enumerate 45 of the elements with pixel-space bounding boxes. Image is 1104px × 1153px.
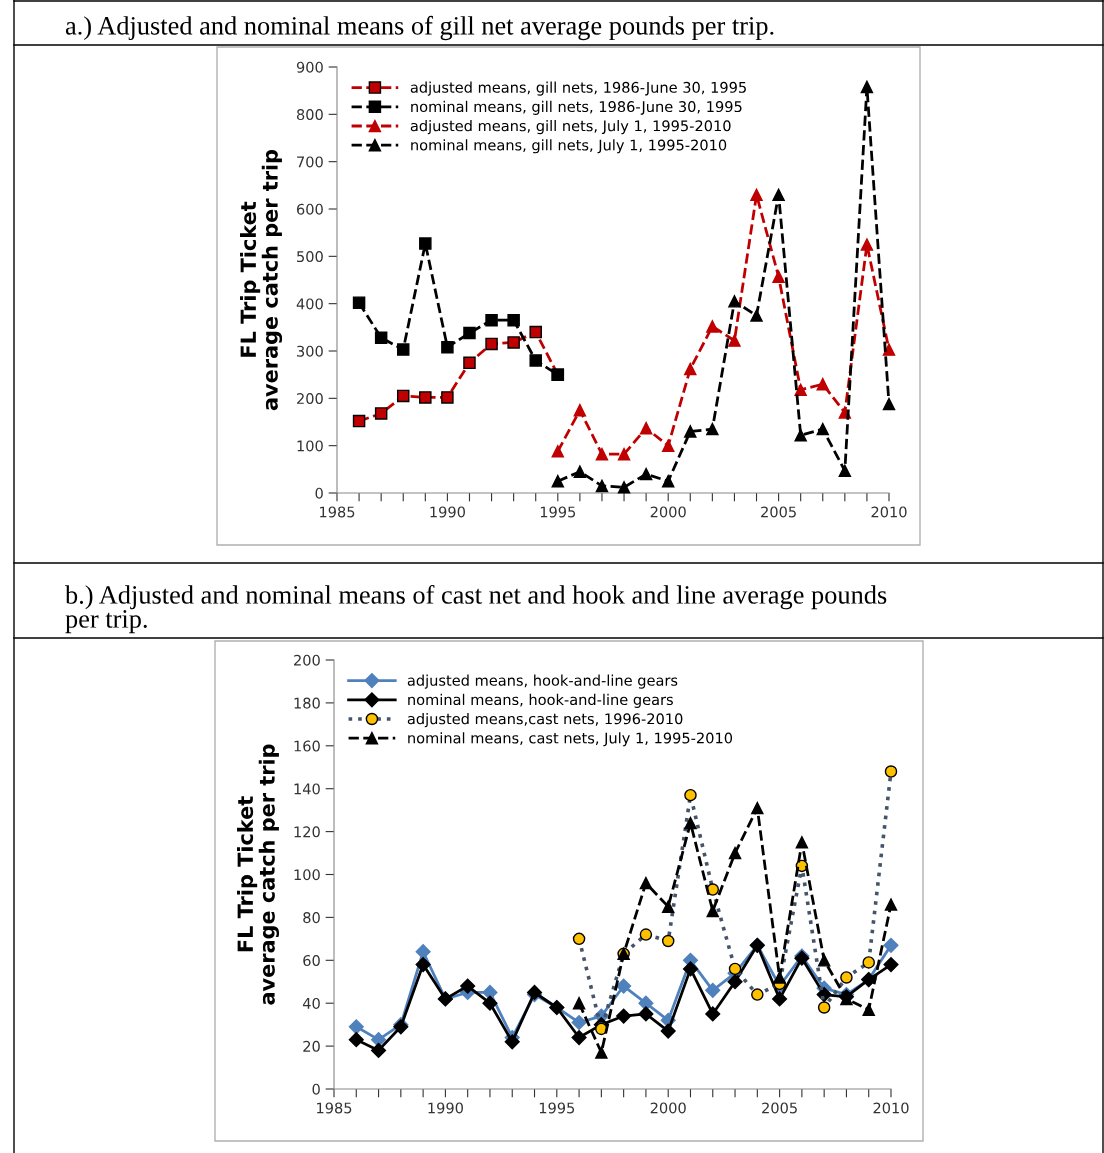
y-tick-label: 500 — [297, 251, 323, 263]
chart-title: b.) Adjusted and nominal means of cast net and hook and line average pounds per trip. — [65, 585, 887, 634]
y-tick-label: 120 — [294, 826, 320, 838]
x-tick-label: 2000 — [650, 506, 686, 518]
x-tick-label: 1990 — [430, 506, 465, 518]
legend-label: adjusted means, hook-and-line gears — [407, 674, 678, 689]
y-tick-label: 0 — [312, 1083, 320, 1095]
x-tick-label: 1995 — [539, 1102, 575, 1114]
y-tick-label: 180 — [294, 697, 320, 709]
x-tick-label: 2005 — [762, 1102, 797, 1114]
y-tick-label: 80 — [303, 912, 320, 924]
y-tick-label: 100 — [294, 869, 320, 881]
x-tick-label: 1985 — [317, 1102, 352, 1114]
x-tick-label: 1995 — [540, 506, 576, 518]
y-tick-label: 160 — [294, 740, 320, 752]
y-tick-label: 600 — [296, 203, 323, 215]
legend-label: nominal means, gill nets, July 1, 1995-2010 — [411, 139, 727, 154]
x-tick-label: 1985 — [320, 506, 355, 518]
legend-label: nominal means, cast nets, July 1, 1995-2010 — [408, 732, 733, 747]
y-tick-label: 140 — [294, 783, 320, 795]
x-tick-label: 2010 — [871, 506, 907, 518]
y-axis-title: FL Trip Ticket average catch per trip — [240, 149, 283, 411]
y-tick-label: 700 — [297, 156, 323, 168]
y-axis-title: FL Trip Ticket average catch per trip — [237, 744, 280, 1005]
x-tick-label: 2000 — [650, 1102, 686, 1114]
x-tick-label: 1990 — [428, 1102, 463, 1114]
chart-title: a.) Adjusted and nominal means of gill net average pounds per trip. — [65, 15, 774, 41]
y-tick-label: 0 — [315, 487, 323, 499]
x-tick-label: 2005 — [761, 506, 796, 518]
y-tick-label: 60 — [303, 955, 320, 967]
y-tick-label: 40 — [302, 997, 320, 1009]
legend-label: adjusted means,cast nets, 1996-2010 — [407, 713, 683, 728]
legend-label: nominal means, gill nets, 1986-June 30, 1995 — [411, 100, 742, 115]
y-tick-label: 100 — [297, 440, 323, 452]
legend-label: adjusted means, gill nets, 1986-June 30, 1995 — [410, 81, 746, 96]
y-tick-label: 900 — [296, 61, 323, 73]
y-tick-label: 200 — [294, 654, 320, 666]
y-tick-label: 400 — [296, 298, 323, 310]
y-tick-label: 200 — [297, 393, 323, 405]
y-tick-label: 300 — [297, 345, 323, 357]
legend-label: nominal means, hook-and-line gears — [408, 693, 673, 708]
legend-label: adjusted means, gill nets, July 1, 1995-2010 — [410, 120, 731, 135]
y-tick-label: 800 — [296, 109, 323, 121]
x-tick-label: 2010 — [873, 1102, 909, 1114]
y-tick-label: 20 — [303, 1040, 320, 1052]
